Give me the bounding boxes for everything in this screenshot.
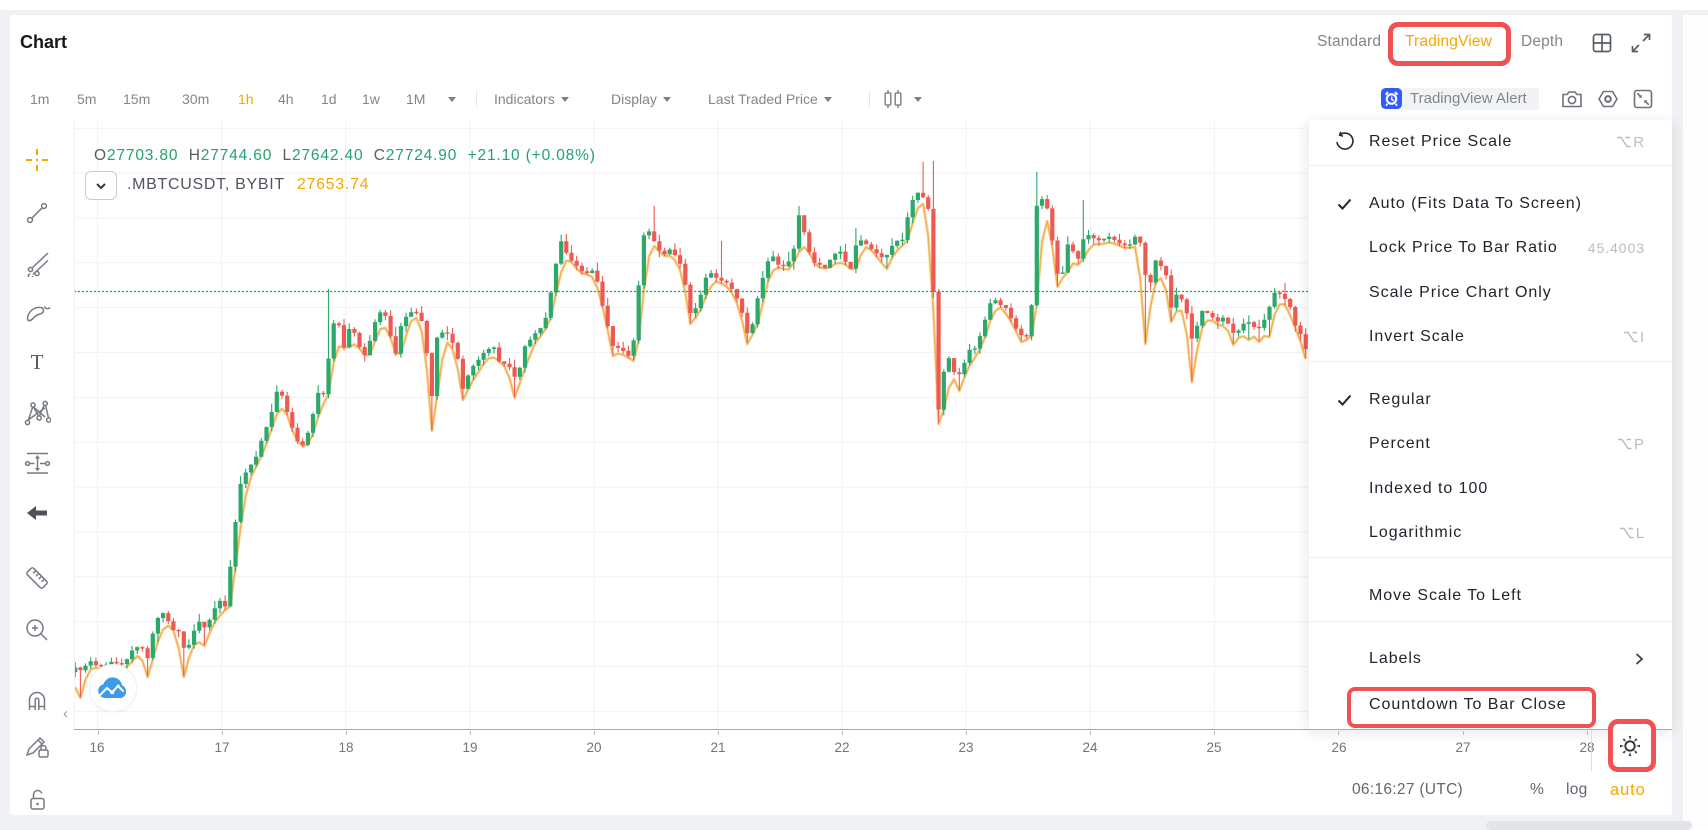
svg-text:T: T [31, 350, 44, 374]
